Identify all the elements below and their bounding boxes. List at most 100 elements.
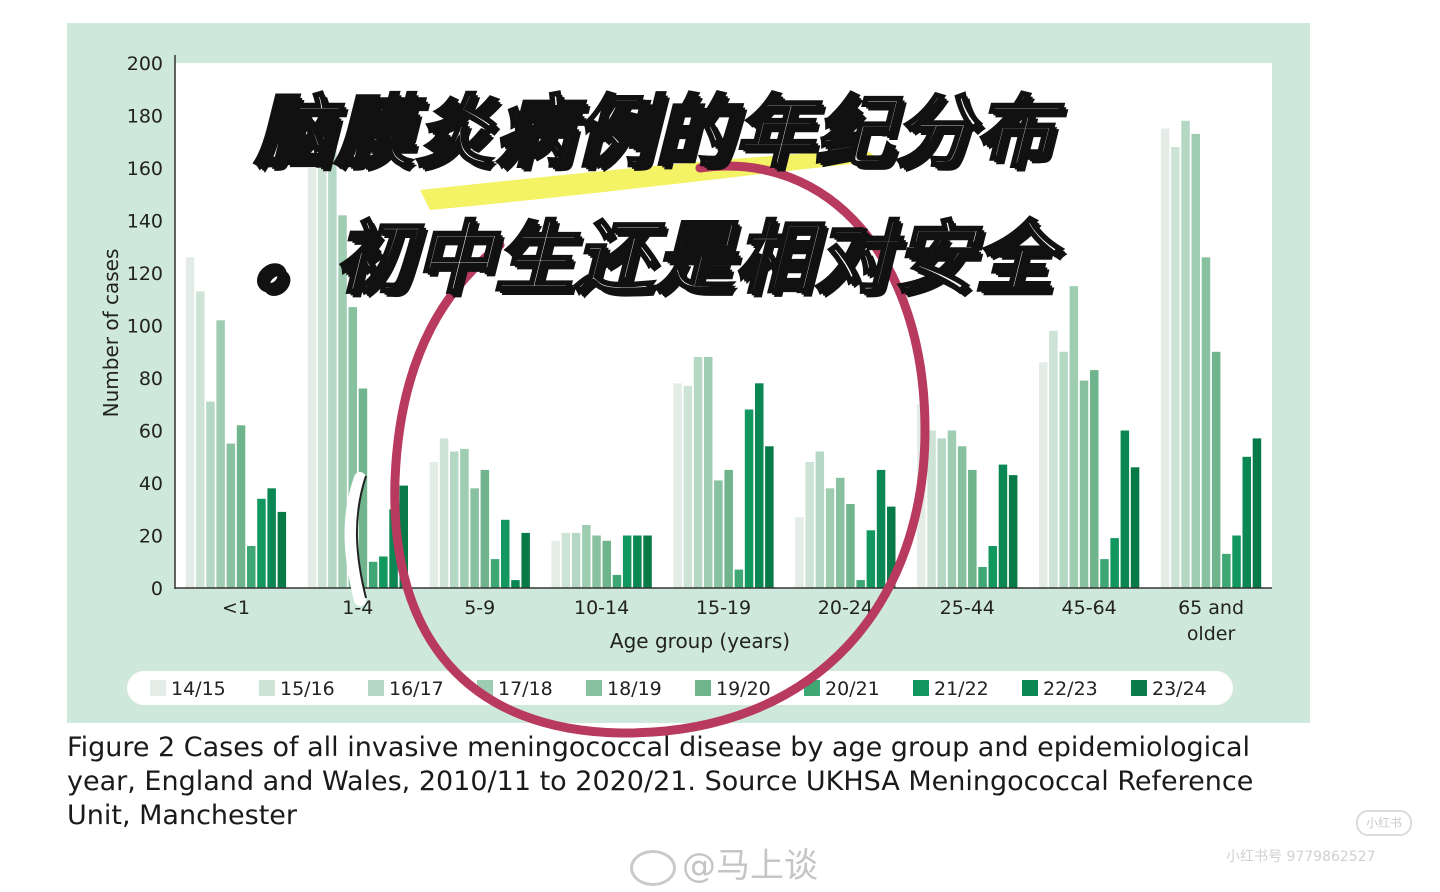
- bar: [439, 438, 449, 588]
- watermark: @马上谈: [630, 838, 818, 887]
- x-tick-label: 15-19: [696, 597, 751, 619]
- y-tick-label: 140: [127, 211, 163, 233]
- bar: [927, 430, 936, 588]
- white-brush-stroke-edge: [356, 475, 367, 599]
- bar: [957, 446, 967, 589]
- y-tick-label: 0: [151, 578, 163, 600]
- y-tick-label: 160: [127, 158, 163, 180]
- bar: [236, 425, 246, 589]
- legend-label: 22/23: [1043, 678, 1098, 700]
- bar: [887, 506, 896, 588]
- y-tick-label: 40: [139, 473, 163, 495]
- bar: [257, 498, 266, 589]
- bar: [693, 357, 703, 588]
- bar: [571, 532, 581, 588]
- bar: [561, 532, 571, 588]
- bar: [1160, 128, 1170, 588]
- hand-drawn-circle: [390, 161, 930, 738]
- legend-label: 17/18: [498, 678, 553, 700]
- legend-swatch: [695, 680, 711, 696]
- bar: [988, 546, 997, 588]
- y-tick-label: 100: [127, 316, 163, 338]
- bar: [470, 488, 479, 589]
- bar: [673, 383, 682, 589]
- bar: [1181, 120, 1190, 589]
- bar: [1100, 559, 1109, 588]
- bar: [633, 535, 642, 588]
- bar: [612, 574, 622, 588]
- y-tick-labels: 0 20 40 60 80 100 120 140 160 180 200: [127, 53, 163, 600]
- bar: [1120, 430, 1130, 588]
- bar: [521, 532, 530, 588]
- bar: [1059, 351, 1068, 589]
- bar: [216, 320, 225, 589]
- x-tick-label: 20-24: [818, 597, 873, 619]
- bar: [643, 535, 652, 588]
- x-tick-label: 5-9: [464, 597, 495, 619]
- bar: [307, 168, 317, 588]
- bar: [998, 464, 1008, 588]
- legend-swatch: [1131, 680, 1147, 696]
- bar: [1201, 257, 1211, 589]
- bar: [1049, 330, 1058, 589]
- bar: [185, 257, 195, 589]
- bar: [1191, 133, 1200, 588]
- bar: [1130, 467, 1140, 589]
- legend-label: 14/15: [171, 678, 226, 700]
- y-axis-title: Number of cases: [99, 249, 123, 418]
- bar: [1211, 351, 1221, 589]
- bar: [795, 517, 804, 588]
- bar: [1232, 535, 1241, 588]
- overlay-title-line-2: 。初中生还是相对安全: [254, 213, 1056, 306]
- legend-swatch: [586, 680, 602, 696]
- bar: [450, 451, 459, 588]
- bar: [317, 154, 327, 588]
- bar: [622, 535, 632, 588]
- y-tick-label: 60: [139, 421, 163, 443]
- bar: [389, 509, 398, 589]
- bar: [368, 561, 378, 589]
- bar: [602, 540, 611, 589]
- legend-label: 20/21: [825, 678, 880, 700]
- figure-caption: Figure 2 Cases of all invasive meningoco…: [67, 732, 1254, 831]
- bar: [704, 357, 713, 588]
- bar: [490, 559, 500, 588]
- white-brush-stroke: [344, 472, 366, 606]
- bar: [1079, 380, 1089, 588]
- bar: [714, 480, 723, 588]
- bar: [765, 446, 774, 589]
- bar: [937, 438, 946, 588]
- bar: [815, 451, 825, 588]
- bar: [846, 504, 855, 588]
- bar: [247, 546, 256, 588]
- bar: [805, 462, 814, 588]
- bar: [836, 477, 845, 589]
- legend: 14/15 15/16 16/17 17/18 18/19 19/20 20/21 21/22…: [150, 678, 1207, 700]
- bar: [1069, 286, 1079, 588]
- legend-swatch: [368, 680, 384, 696]
- bar: [724, 469, 733, 588]
- bar: [511, 580, 520, 588]
- bar: [744, 409, 754, 588]
- bar: [196, 291, 205, 588]
- x-tick-label: <1: [222, 597, 250, 619]
- legend-swatch: [150, 680, 166, 696]
- app-id-text: 小红书号 9779862527: [1226, 849, 1376, 865]
- legend-box: [127, 671, 1233, 705]
- bar: [856, 580, 865, 588]
- x-tick-labels: <1 1-4 5-9 10-14 15-19 20-24 25-44 45-64 65 and o…: [222, 597, 1244, 645]
- weibo-logo-icon: [630, 849, 676, 886]
- watermark-text: @马上谈: [682, 846, 818, 886]
- bar: [876, 469, 886, 588]
- bar: [1090, 370, 1099, 588]
- bar: [501, 519, 510, 589]
- bar: [1110, 538, 1119, 588]
- bar: [328, 147, 337, 588]
- x-tick-label: 1-4: [342, 597, 373, 619]
- bar: [399, 485, 408, 588]
- legend-swatch: [259, 680, 275, 696]
- bar: [734, 569, 744, 588]
- legend-label: 15/16: [280, 678, 335, 700]
- legend-swatch: [1022, 680, 1038, 696]
- bar: [338, 215, 347, 589]
